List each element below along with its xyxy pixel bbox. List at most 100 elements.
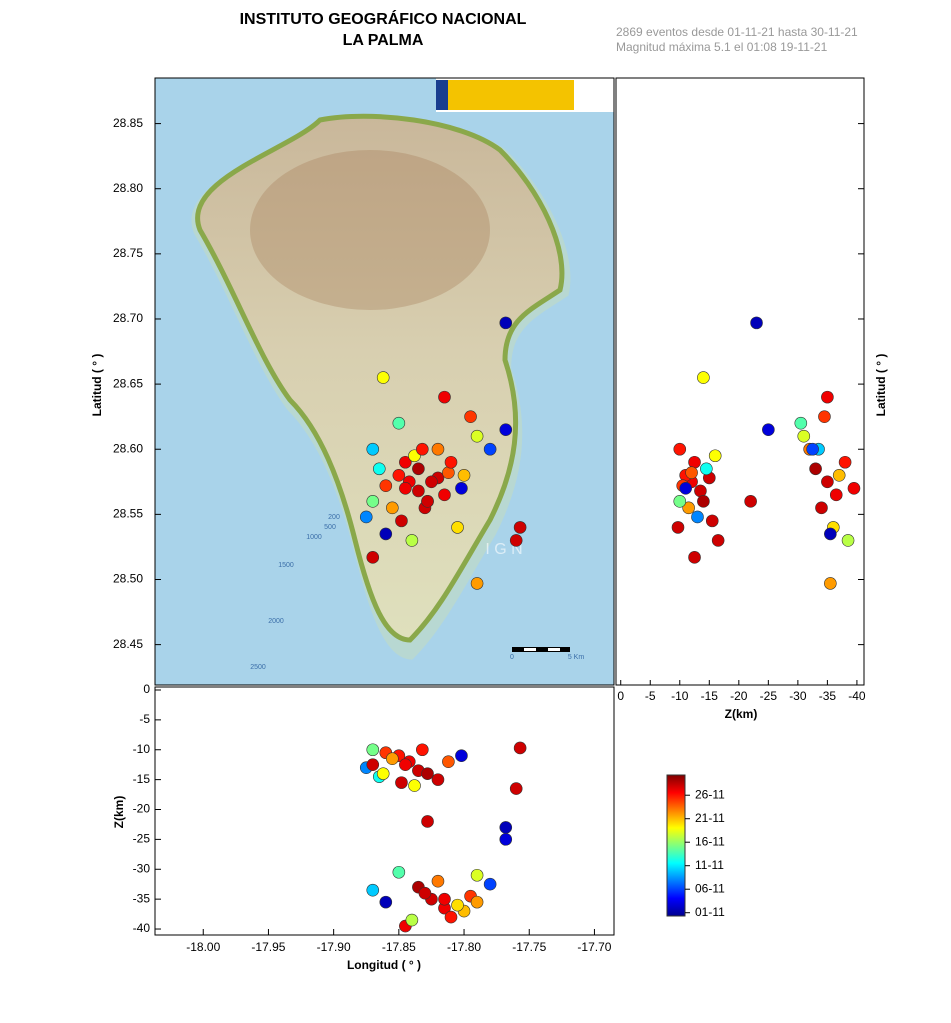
event-depth-lat	[818, 410, 831, 423]
z-tick-label: 0	[617, 689, 624, 703]
event-depth-lat	[711, 534, 725, 547]
z-tick-label: -40	[133, 921, 151, 935]
event-lon-depth	[366, 758, 380, 771]
event-lon-depth	[442, 755, 455, 768]
side-frame	[615, 77, 865, 686]
event-map	[457, 468, 471, 482]
event-map	[499, 316, 513, 330]
x-tick-label: -17.85	[382, 940, 416, 954]
x-axis-label: Longitud ( ° )	[347, 958, 421, 972]
event-depth-lat	[697, 371, 710, 384]
map-label: 5 Km	[568, 654, 585, 661]
event-depth-lat	[705, 514, 719, 528]
event-lon-depth	[395, 776, 408, 789]
event-map	[509, 534, 523, 547]
event-map	[444, 455, 458, 469]
z-tick-label: -10	[133, 742, 151, 756]
map-label: 1500	[278, 562, 294, 569]
event-map	[412, 462, 425, 476]
event-map	[392, 468, 406, 482]
y-tick-label: 28.50	[113, 572, 143, 586]
event-lon-depth	[376, 767, 390, 780]
map-label: 1000	[306, 534, 322, 541]
colorbar-label: 11-11	[695, 858, 724, 872]
event-lon-depth	[444, 910, 458, 924]
event-map	[438, 390, 451, 404]
bottom-frame	[154, 686, 615, 936]
title: INSTITUTO GEOGRÁFICO NACIONAL	[240, 9, 527, 28]
z-tick-label: -20	[730, 689, 748, 703]
colorbar-label: 06-11	[695, 881, 725, 895]
event-map	[379, 479, 393, 493]
event-lon-depth	[408, 779, 421, 792]
colorbar	[666, 774, 686, 917]
event-map	[376, 371, 390, 384]
event-depth-lat	[824, 527, 837, 541]
event-lon-depth	[386, 752, 399, 766]
event-depth-lat	[829, 488, 843, 502]
z-tick-label: -15	[701, 689, 719, 703]
event-map	[386, 501, 399, 515]
event-map	[499, 423, 513, 436]
colorbar-label: 26-11	[695, 787, 725, 801]
map-label: 2000	[268, 618, 284, 625]
y-tick-label: 28.85	[113, 116, 143, 130]
event-depth-lat	[815, 501, 828, 515]
event-map	[470, 577, 484, 590]
z-axis-label: Z(km)	[725, 707, 758, 721]
colorbar-label: 21-11	[695, 811, 725, 825]
event-lon-depth	[499, 833, 513, 846]
event-lon-depth	[431, 874, 445, 888]
event-depth-lat	[797, 429, 811, 443]
z-tick-label: -30	[133, 861, 151, 875]
event-lon-depth	[470, 895, 484, 909]
map-label: 2500	[250, 664, 266, 671]
z-tick-label: -40	[848, 689, 866, 703]
y-tick-label: 28.75	[113, 246, 143, 260]
event-lon-depth	[483, 877, 497, 891]
event-depth-lat	[762, 423, 775, 436]
event-map	[395, 514, 408, 528]
z-tick-label: -15	[133, 772, 151, 786]
map-label: 200	[328, 514, 340, 521]
event-lon-depth	[431, 773, 445, 786]
event-depth-lat	[744, 495, 757, 508]
x-tick-label: -17.75	[512, 940, 546, 954]
x-tick-label: -17.95	[251, 940, 285, 954]
x-tick-label: -18.00	[186, 940, 220, 954]
z-tick-label: -30	[789, 689, 807, 703]
event-lon-depth	[438, 892, 451, 906]
y-tick-label: 28.55	[113, 507, 143, 521]
event-depth-lat	[679, 482, 692, 495]
event-lon-depth	[405, 913, 419, 927]
map-frame	[154, 77, 615, 686]
map-label: 0	[510, 654, 514, 661]
event-depth-lat	[673, 442, 687, 456]
z-tick-label: -10	[671, 689, 689, 703]
event-depth-lat	[671, 521, 685, 534]
info: 2869 eventos desde 01-11-21 hasta 30-11-…	[616, 25, 858, 39]
event-depth-lat	[697, 495, 710, 508]
info: Magnitud máxima 5.1 el 01:08 19-11-21	[616, 40, 828, 54]
event-lon-depth	[451, 898, 464, 912]
event-depth-lat	[685, 466, 698, 479]
event-map	[455, 482, 468, 495]
z-tick-label: -20	[133, 802, 151, 816]
event-lon-depth	[421, 767, 434, 780]
x-tick-label: -17.70	[577, 940, 611, 954]
event-lon-depth	[379, 895, 393, 909]
event-lon-depth	[455, 749, 468, 763]
event-map	[366, 442, 380, 456]
y-tick-label: 28.70	[113, 311, 143, 325]
event-depth-lat	[682, 501, 695, 515]
y-tick-label: 28.60	[113, 441, 143, 455]
event-depth-lat	[750, 316, 763, 330]
event-map	[483, 442, 497, 456]
event-lon-depth	[499, 821, 513, 834]
z-tick-label: 0	[143, 682, 150, 696]
event-lon-depth	[366, 743, 380, 757]
event-depth-lat	[694, 484, 707, 498]
event-lon-depth	[416, 743, 429, 757]
z-tick-label: -35	[819, 689, 837, 703]
z-axis-label: Z(km)	[112, 796, 126, 829]
